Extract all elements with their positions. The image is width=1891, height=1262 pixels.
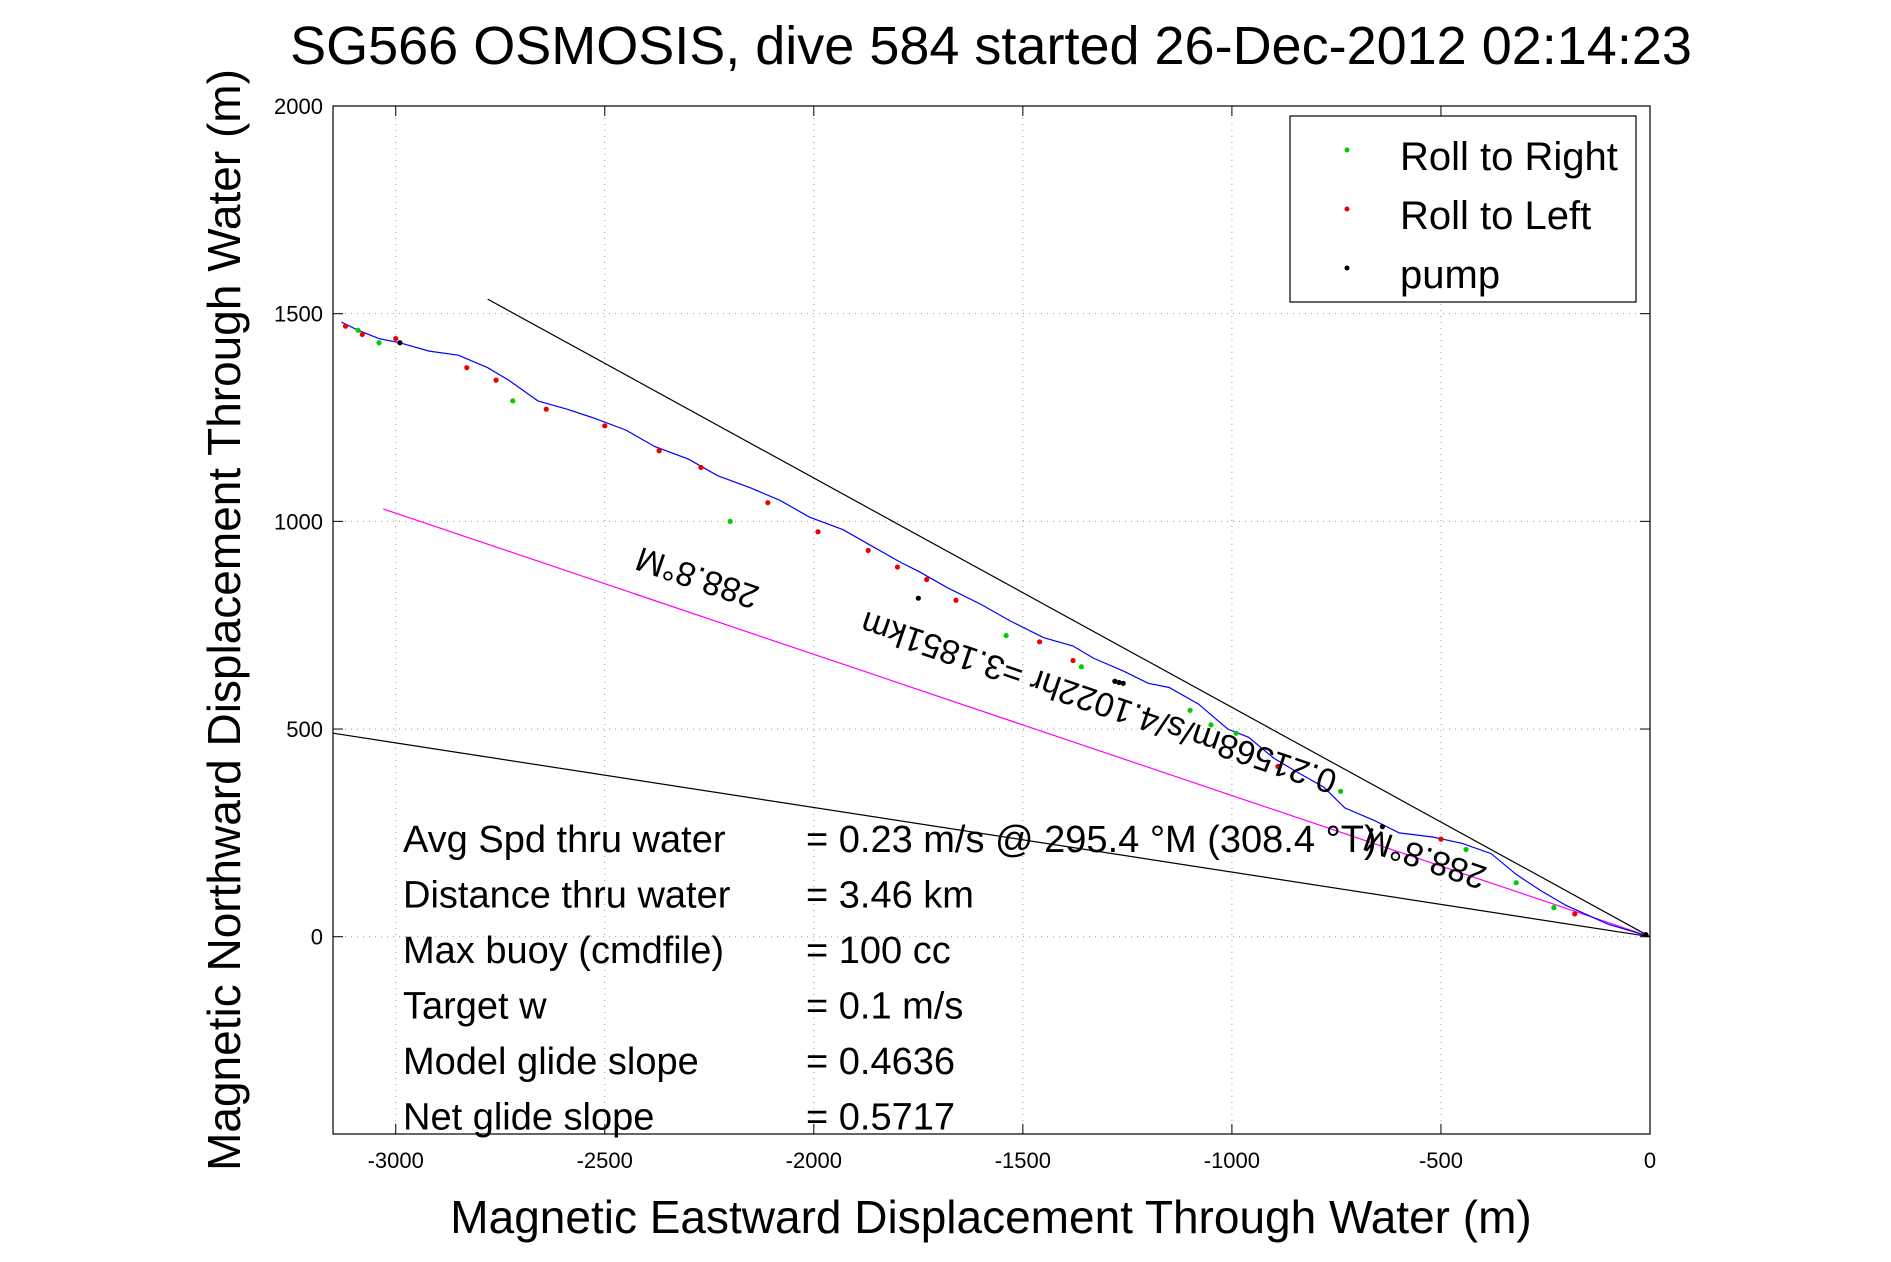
legend-label-pump: pump — [1400, 253, 1500, 297]
pump-point — [915, 595, 921, 601]
roll-right-point — [1208, 722, 1214, 728]
roll-left-point — [953, 597, 959, 603]
roll-right-point — [1233, 730, 1239, 736]
stat-label: Avg Spd thru water — [403, 819, 726, 861]
roll-left-point — [464, 365, 470, 371]
y-axis-label: Magnetic Northward Displacement Through … — [198, 69, 250, 1171]
stat-value: = 0.5717 — [806, 1097, 955, 1139]
roll-left-point — [894, 564, 901, 570]
roll-left-point — [493, 377, 499, 383]
stat-value: = 100 cc — [806, 930, 951, 972]
legend-marker-pump — [1344, 265, 1350, 271]
axis-ticks: -3000 -2500 -2000 -1500 -1000 -500 0 0 500 1000 15… — [274, 94, 1656, 1173]
pump-point — [1643, 932, 1649, 938]
roll-left-point — [815, 529, 821, 535]
pump-point — [397, 340, 403, 346]
stats-block: Avg Spd thru water = 0.23 m/s @ 295.4 °M … — [403, 819, 1377, 1139]
legend-label-roll-right: Roll to Right — [1400, 135, 1618, 179]
roll-right-point — [1551, 905, 1557, 911]
roll-and-pump-markers — [342, 323, 1649, 938]
pump-point — [1112, 678, 1118, 684]
stat-label: Target w — [403, 986, 547, 1028]
pump-point — [1116, 679, 1122, 686]
pump-point — [1379, 824, 1386, 830]
stat-value: = 0.23 m/s @ 295.4 °M (308.4 °T) — [806, 819, 1377, 861]
roll-left-point — [1070, 657, 1076, 664]
roll-left-point — [1438, 836, 1444, 842]
pump-point — [1120, 680, 1126, 686]
y-tick-label: 0 — [311, 925, 323, 950]
roll-left-point — [1036, 639, 1043, 645]
legend-marker-roll-right — [1344, 147, 1350, 153]
x-tick-label: 0 — [1644, 1148, 1656, 1173]
stat-label: Model glide slope — [403, 1041, 699, 1083]
stat-value: = 0.4636 — [806, 1041, 955, 1083]
roll-left-point — [602, 423, 608, 429]
roll-left-point — [359, 331, 365, 338]
stat-value: = 0.1 m/s — [806, 986, 963, 1028]
plot-area-frame — [332, 105, 1651, 1135]
roll-left-point — [865, 547, 871, 554]
roll-left-point — [656, 448, 662, 454]
stat-label: Distance thru water — [403, 875, 731, 917]
y-tick-label: 1000 — [274, 509, 323, 534]
y-tick-label: 1500 — [274, 302, 323, 327]
stat-value: = 3.46 km — [806, 875, 974, 917]
legend: Roll to Right Roll to Left pump — [1289, 115, 1637, 303]
x-tick-label: -500 — [1419, 1148, 1463, 1173]
roll-right-point — [510, 398, 516, 404]
reference-line-average-heading — [382, 508, 1651, 938]
roll-left-point — [698, 464, 704, 470]
roll-right-point — [1078, 664, 1084, 670]
legend-label-roll-left: Roll to Left — [1400, 194, 1591, 238]
track-line — [341, 321, 1651, 938]
roll-left-point — [543, 406, 549, 412]
x-axis-label: Magnetic Eastward Displacement Through W… — [450, 1191, 1531, 1243]
x-tick-label: -2000 — [786, 1148, 842, 1173]
roll-right-point — [1513, 880, 1519, 886]
roll-left-point — [393, 335, 399, 342]
roll-right-point — [355, 327, 361, 333]
x-tick-label: -1500 — [995, 1148, 1051, 1173]
chart-title: SG566 OSMOSIS, dive 584 started 26-Dec-2… — [290, 16, 1692, 76]
legend-marker-roll-left — [1344, 206, 1350, 212]
stat-label: Max buoy (cmdfile) — [403, 930, 724, 972]
roll-left-point — [342, 323, 349, 329]
reference-lines — [332, 298, 1651, 938]
stat-label: Net glide slope — [403, 1097, 654, 1139]
roll-left-point — [1572, 911, 1578, 917]
x-tick-label: -3000 — [368, 1148, 424, 1173]
roll-left-point — [765, 500, 771, 506]
roll-right-point — [1463, 846, 1469, 853]
roll-right-point — [1338, 788, 1344, 794]
x-tick-label: -1000 — [1204, 1148, 1260, 1173]
roll-right-point — [1003, 632, 1009, 639]
roll-left-point — [924, 576, 930, 583]
y-tick-label: 500 — [286, 717, 323, 742]
roll-right-point — [1187, 707, 1193, 713]
roll-left-point — [1275, 763, 1281, 770]
x-tick-label: -2500 — [577, 1148, 633, 1173]
roll-right-point — [376, 340, 382, 346]
reference-line-upper-bound — [487, 298, 1651, 938]
y-tick-label: 2000 — [274, 94, 323, 119]
roll-right-point — [727, 518, 733, 524]
reference-line-lower-bound — [332, 732, 1651, 938]
glider-track — [341, 321, 1651, 938]
